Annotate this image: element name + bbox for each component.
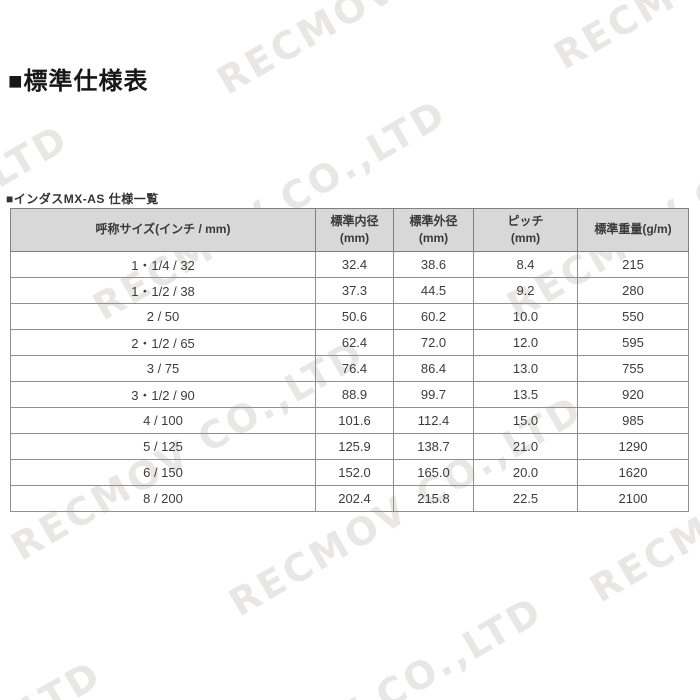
cell-r2-c2: 37.3 [315, 277, 394, 304]
cell-r5-c1: 3 / 75 [10, 355, 316, 382]
cell-r9-c3: 165.0 [393, 459, 474, 486]
cell-r7-c1: 4 / 100 [10, 407, 316, 434]
cell-r9-c5: 1620 [577, 459, 689, 486]
cell-r6-c4: 13.5 [473, 381, 578, 408]
cell-r4-c4: 12.0 [473, 329, 578, 356]
cell-r10-c4: 22.5 [473, 485, 578, 512]
cell-r6-c2: 88.9 [315, 381, 394, 408]
cell-r6-c3: 99.7 [393, 381, 474, 408]
table-row-7: 4 / 100 101.6 112.4 15.0 985 [10, 407, 689, 434]
cell-r6-c1: 3・1/2 / 90 [10, 381, 316, 408]
cell-r2-c5: 280 [577, 277, 689, 304]
cell-r4-c3: 72.0 [393, 329, 474, 356]
cell-r6-c5: 920 [577, 381, 689, 408]
cell-r10-c3: 215.8 [393, 485, 474, 512]
page-title: ■標準仕様表 [8, 68, 149, 95]
cell-r1-c1: 1・1/4 / 32 [10, 251, 316, 278]
column-header-2: 標準内径 (mm) [315, 208, 394, 252]
table-row-4: 2・1/2 / 65 62.4 72.0 12.0 595 [10, 329, 689, 356]
table-row-9: 6 / 150 152.0 165.0 20.0 1620 [10, 459, 689, 486]
cell-r8-c2: 125.9 [315, 433, 394, 460]
cell-r5-c2: 76.4 [315, 355, 394, 382]
column-header-4: ピッチ (mm) [473, 208, 578, 252]
cell-r1-c3: 38.6 [393, 251, 474, 278]
cell-r5-c3: 86.4 [393, 355, 474, 382]
cell-r8-c5: 1290 [577, 433, 689, 460]
table-row-2: 1・1/2 / 38 37.3 44.5 9.2 280 [10, 277, 689, 304]
cell-r3-c2: 50.6 [315, 303, 394, 330]
table-row-8: 5 / 125 125.9 138.7 21.0 1290 [10, 433, 689, 460]
cell-r7-c5: 985 [577, 407, 689, 434]
spec-table: 呼称サイズ(インチ / mm) 標準内径 (mm) 標準外径 (mm) ピッチ (mm) 標準… [10, 208, 689, 512]
cell-r4-c1: 2・1/2 / 65 [10, 329, 316, 356]
table-row-5: 3 / 75 76.4 86.4 13.0 755 [10, 355, 689, 382]
cell-r10-c1: 8 / 200 [10, 485, 316, 512]
cell-r1-c5: 215 [577, 251, 689, 278]
cell-r4-c2: 62.4 [315, 329, 394, 356]
cell-r3-c1: 2 / 50 [10, 303, 316, 330]
table-row-1: 1・1/4 / 32 32.4 38.6 8.4 215 [10, 251, 689, 278]
cell-r8-c1: 5 / 125 [10, 433, 316, 460]
table-header-row: 呼称サイズ(インチ / mm) 標準内径 (mm) 標準外径 (mm) ピッチ (mm) 標準… [10, 208, 689, 252]
cell-r2-c4: 9.2 [473, 277, 578, 304]
column-header-5: 標準重量(g/m) [577, 208, 689, 252]
cell-r3-c4: 10.0 [473, 303, 578, 330]
cell-r5-c4: 13.0 [473, 355, 578, 382]
cell-r3-c5: 550 [577, 303, 689, 330]
cell-r9-c4: 20.0 [473, 459, 578, 486]
table-caption: ■インダスMX-AS 仕様一覧 [6, 192, 159, 206]
cell-r7-c3: 112.4 [393, 407, 474, 434]
cell-r9-c1: 6 / 150 [10, 459, 316, 486]
cell-r7-c4: 15.0 [473, 407, 578, 434]
table-row-3: 2 / 50 50.6 60.2 10.0 550 [10, 303, 689, 330]
column-header-1: 呼称サイズ(インチ / mm) [10, 208, 316, 252]
cell-r3-c3: 60.2 [393, 303, 474, 330]
cell-r4-c5: 595 [577, 329, 689, 356]
table-row-10: 8 / 200 202.4 215.8 22.5 2100 [10, 485, 689, 512]
cell-r10-c5: 2100 [577, 485, 689, 512]
cell-r2-c3: 44.5 [393, 277, 474, 304]
cell-r8-c4: 21.0 [473, 433, 578, 460]
cell-r10-c2: 202.4 [315, 485, 394, 512]
cell-r1-c2: 32.4 [315, 251, 394, 278]
cell-r5-c5: 755 [577, 355, 689, 382]
cell-r8-c3: 138.7 [393, 433, 474, 460]
cell-r7-c2: 101.6 [315, 407, 394, 434]
table-row-6: 3・1/2 / 90 88.9 99.7 13.5 920 [10, 381, 689, 408]
column-header-3: 標準外径 (mm) [393, 208, 474, 252]
cell-r9-c2: 152.0 [315, 459, 394, 486]
cell-r2-c1: 1・1/2 / 38 [10, 277, 316, 304]
cell-r1-c4: 8.4 [473, 251, 578, 278]
